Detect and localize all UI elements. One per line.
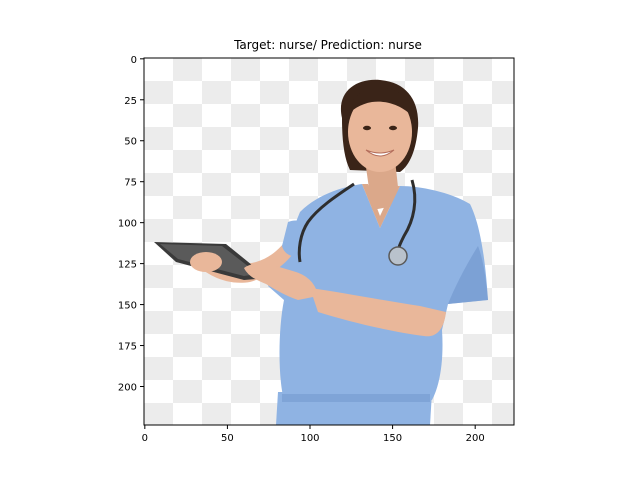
pants-waist — [282, 394, 430, 402]
left-eye — [363, 125, 371, 131]
x-tick-label: 0 — [142, 433, 148, 444]
y-tick-label: 175 — [118, 342, 137, 353]
y-tick-label: 125 — [118, 260, 137, 271]
v-neck — [362, 184, 400, 228]
y-tick-label: 25 — [124, 96, 137, 107]
y-tick-label: 200 — [118, 382, 137, 393]
x-tick-label: 50 — [221, 433, 234, 444]
axes-frame — [143, 57, 515, 426]
y-tick-label: 50 — [124, 137, 137, 148]
face — [348, 92, 412, 172]
left-hand — [190, 252, 222, 272]
x-tick-label: 100 — [300, 433, 319, 444]
image-area — [144, 58, 514, 425]
y-tick-label: 100 — [118, 219, 137, 230]
hair-fringe — [346, 87, 416, 120]
scrubs-top — [268, 184, 488, 400]
plot-title: Target: nurse/ Prediction: nurse — [233, 38, 422, 52]
x-tick-label: 150 — [383, 433, 402, 444]
right-eye — [389, 125, 397, 131]
y-tick-label: 75 — [124, 178, 137, 189]
y-axis: 0 25 50 75 100 125 150 175 200 — [118, 55, 144, 393]
left-sleeve — [282, 220, 308, 257]
y-tick-label: 0 — [131, 55, 137, 66]
x-axis: 0 50 100 150 200 — [142, 425, 485, 444]
nurse-photo — [154, 79, 488, 425]
x-tick-label: 200 — [466, 433, 485, 444]
stethoscope-chestpiece — [388, 246, 408, 266]
y-tick-label: 150 — [118, 301, 137, 312]
stethoscope-tube — [297, 182, 355, 263]
pointing-hand — [244, 263, 318, 300]
smile — [365, 149, 395, 157]
sleeve-shadow — [448, 246, 488, 304]
right-forearm — [310, 288, 446, 337]
